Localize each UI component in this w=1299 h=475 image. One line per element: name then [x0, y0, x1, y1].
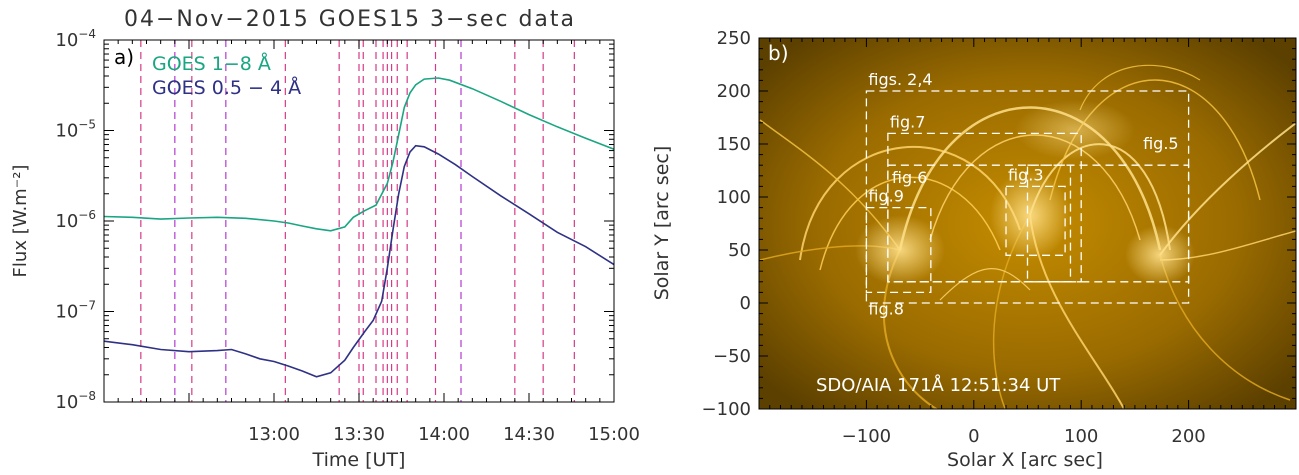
- fov-box-label: fig.7: [890, 112, 926, 131]
- coronal-loop: [1079, 64, 1201, 111]
- y-tick-label: −50: [713, 346, 751, 367]
- panel-a-xlabel: Time [UT]: [312, 449, 406, 471]
- coronal-loop: [939, 268, 1031, 301]
- panel-b-xlabel: Solar X [arc sec]: [947, 449, 1103, 471]
- coronal-loop: [819, 176, 1001, 271]
- fov-box: [1026, 164, 1190, 283]
- panel-a: 04−Nov−2015 GOES15 3−sec data 13:00 13:30…: [10, 7, 640, 471]
- y-tick-label: 10−8: [55, 389, 96, 413]
- fov-box: [887, 164, 1072, 283]
- y-tick-label: 10−4: [55, 27, 96, 51]
- panel-a-label: a): [114, 45, 134, 69]
- x-tick-label: −100: [842, 426, 891, 447]
- panel-b: figs. 2,4fig.7fig.6fig.5fig.3fig.9fig.8 …: [651, 28, 1297, 471]
- x-tick-label: 13:00: [248, 424, 300, 445]
- x-tick-label: 0: [968, 426, 979, 447]
- series-line-0: [103, 77, 615, 232]
- series-line-1: [103, 144, 615, 378]
- y-tick-label: 10−7: [55, 299, 96, 323]
- y-tick-label: 200: [717, 81, 751, 102]
- solar-image: [759, 38, 1296, 409]
- x-tick-label: 14:00: [418, 424, 470, 445]
- panel-a-title: 04−Nov−2015 GOES15 3−sec data: [124, 7, 576, 32]
- y-tick-label: 10−6: [55, 208, 96, 232]
- y-tick-label: 150: [717, 134, 751, 155]
- y-tick-label: −100: [702, 399, 751, 420]
- fov-box-label: fig.6: [892, 168, 928, 187]
- series-group: [103, 77, 615, 378]
- x-tick-label: 200: [1171, 426, 1205, 447]
- fov-boxes: figs. 2,4 fig.7 fig.6 fig.5 fig.3 fig.9 fig.8: [865, 70, 1190, 318]
- legend-goes-0-5-4: GOES 0.5 − 4 Å: [152, 76, 301, 99]
- fov-box-label: fig.5: [1143, 134, 1179, 153]
- y-tick-label: 50: [728, 240, 751, 261]
- x-tick-label: 14:30: [503, 424, 555, 445]
- fov-box-label: fig.8: [868, 299, 904, 318]
- y-tick-label: 0: [740, 293, 751, 314]
- x-tick-label: 15:00: [588, 424, 640, 445]
- fov-box: [887, 132, 1082, 283]
- y-tick-label: 10−5: [55, 118, 96, 142]
- x-tick-label: 13:30: [333, 424, 385, 445]
- fov-box: [865, 206, 932, 294]
- event-lines: [140, 40, 575, 402]
- fov-box-label: fig.9: [868, 187, 904, 206]
- tick-group-b: −100 0 100 200 −100 −50 0 50 100 150 200 250: [702, 28, 1297, 447]
- fov-box-label: figs. 2,4: [868, 70, 932, 89]
- legend-goes-1-8: GOES 1−8 Å: [152, 52, 271, 75]
- tick-group: 13:00 13:30 14:00 14:30 15:00 10−8 10−7 10−6 10−…: [55, 27, 640, 445]
- fov-box: [1005, 185, 1066, 256]
- panel-b-label: b): [768, 41, 789, 65]
- y-tick-label: 100: [717, 187, 751, 208]
- image-caption: SDO/AIA 171Å 12:51:34 UT: [816, 374, 1061, 396]
- x-tick-label: 100: [1064, 426, 1098, 447]
- panel-b-ylabel: Solar Y [arc sec]: [651, 146, 673, 301]
- panel-a-ylabel: Flux [W.m⁻²]: [10, 165, 31, 278]
- fov-box: [865, 90, 1190, 304]
- y-tick-label: 250: [717, 28, 751, 49]
- fov-box-label: fig.3: [1008, 165, 1044, 184]
- coronal-loop: [898, 106, 1162, 251]
